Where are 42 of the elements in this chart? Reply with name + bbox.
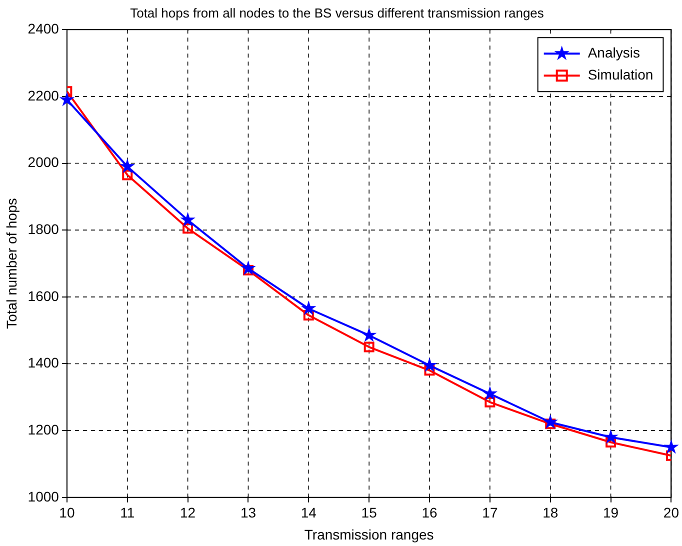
x-tick-label: 11 (120, 504, 135, 521)
point (182, 223, 194, 234)
point (180, 212, 196, 227)
y-tick-label: 2400 (28, 20, 60, 36)
x-tick-label: 18 (542, 504, 558, 521)
chart-title: Total hops from all nodes to the BS versus different transmission ranges (130, 5, 544, 20)
point (484, 396, 496, 408)
legend-label: Simulation (588, 66, 654, 82)
x-tick-label: 13 (240, 504, 256, 521)
point (240, 260, 256, 275)
y-tick-label: 1200 (28, 421, 60, 438)
point (424, 365, 435, 376)
x-axis-title: Transmission ranges (304, 526, 434, 542)
point (422, 357, 438, 372)
x-tick-label: 16 (422, 504, 438, 521)
point (361, 327, 377, 342)
x-tick-label: 15 (361, 504, 378, 521)
y-tick-label: 2000 (28, 154, 60, 170)
point (301, 300, 316, 316)
point (303, 310, 314, 321)
x-tick-label: 10 (59, 504, 75, 521)
x-tick-label: 19 (603, 504, 619, 521)
point (122, 170, 133, 180)
y-axis-title: Total number of hops (3, 198, 20, 329)
point (120, 158, 135, 174)
point (606, 437, 616, 448)
x-tick-label: 12 (180, 504, 196, 521)
y-tick-label: 1600 (28, 288, 60, 304)
point (542, 414, 558, 429)
y-tick-label: 1400 (28, 354, 60, 371)
point (59, 92, 75, 106)
point (364, 342, 374, 352)
y-tick-label: 2200 (28, 87, 60, 104)
x-tick-label: 20 (663, 504, 680, 521)
y-tick-label: 1800 (28, 220, 60, 237)
point (664, 439, 679, 454)
y-tick-label: 1000 (28, 488, 60, 504)
point (603, 429, 618, 444)
point (482, 386, 498, 400)
x-tick-label: 17 (482, 504, 498, 521)
legend-label: Analysis (588, 44, 640, 60)
x-tick-label: 14 (300, 504, 317, 521)
